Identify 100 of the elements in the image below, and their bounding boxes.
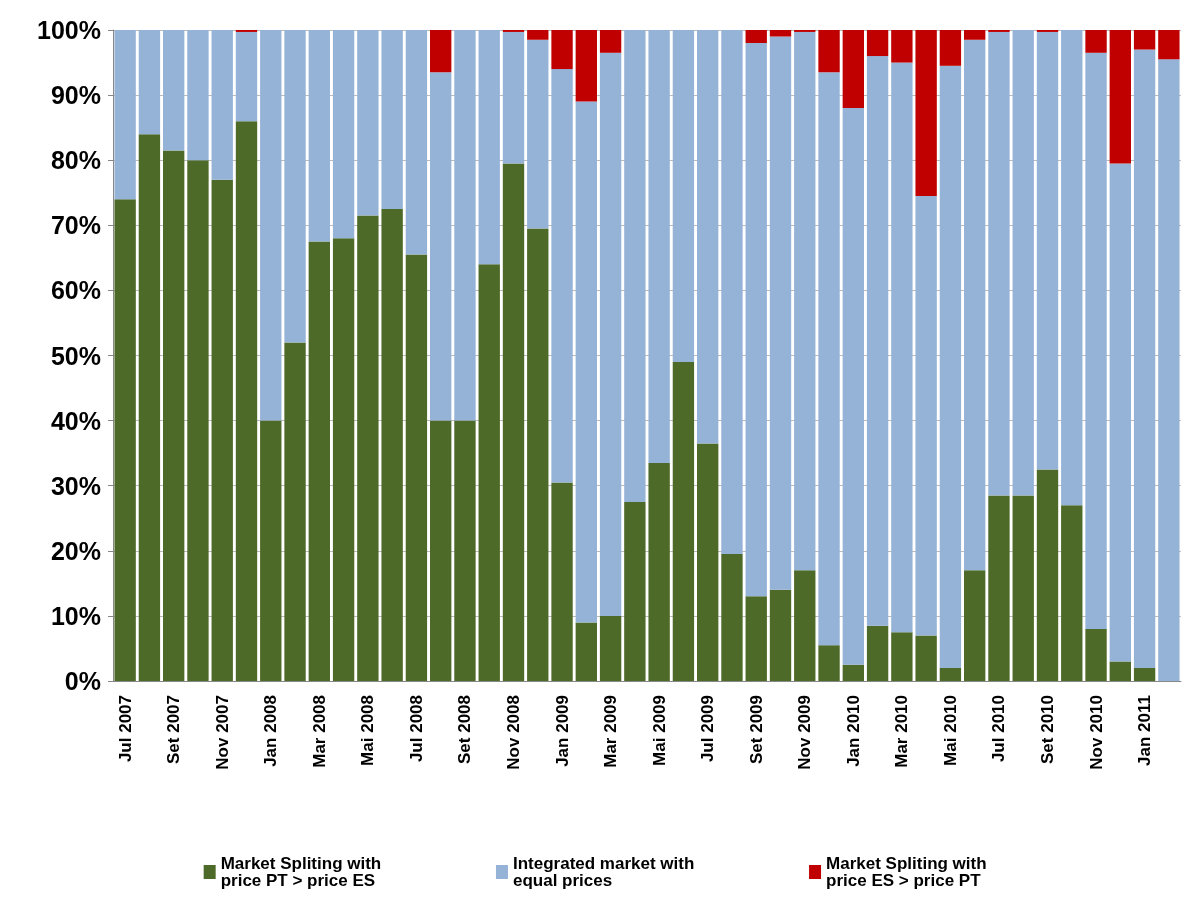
bar — [284, 342, 306, 681]
bar — [866, 625, 889, 681]
x-tick-label: Nov 2009 — [795, 695, 815, 770]
x-tick-label: Mai 2008 — [358, 695, 378, 766]
bar — [551, 69, 573, 483]
bar — [697, 443, 719, 681]
bar — [891, 632, 913, 681]
bar — [964, 30, 986, 40]
bar — [138, 30, 161, 135]
bar — [964, 39, 986, 571]
x-tick-label: Set 2010 — [1038, 695, 1057, 764]
bar — [551, 482, 573, 681]
x-tick-label: Mai 2010 — [940, 695, 960, 766]
x-tick-label: Mar 2010 — [892, 695, 912, 768]
bar — [915, 30, 937, 197]
bar — [478, 264, 500, 681]
x-tick-label: Set 2007 — [164, 695, 184, 764]
bar — [988, 495, 1010, 681]
bar — [1036, 31, 1059, 470]
bar — [575, 101, 597, 623]
y-tick-label: 90% — [50, 81, 101, 110]
bar — [260, 420, 282, 681]
bar — [648, 30, 670, 463]
bar — [187, 30, 209, 161]
y-tick-label: 60% — [50, 276, 101, 305]
bar — [454, 420, 476, 681]
bar — [745, 596, 767, 681]
bar — [260, 30, 282, 421]
bar — [405, 30, 428, 255]
y-tick-label: 30% — [50, 471, 101, 500]
x-tick-label: Mar 2009 — [601, 695, 621, 768]
y-tick-label: 40% — [50, 406, 101, 435]
bar — [138, 134, 161, 681]
bar — [769, 589, 792, 681]
y-tick-label: 70% — [50, 211, 101, 240]
bar — [842, 108, 864, 665]
bar — [1133, 49, 1156, 668]
bar — [721, 30, 743, 555]
bar — [769, 30, 792, 37]
x-tick-label: Mar 2008 — [309, 695, 329, 768]
bar — [842, 664, 864, 681]
bar — [915, 635, 937, 681]
bar — [1012, 30, 1034, 496]
bar — [939, 30, 962, 66]
x-tick-label: Jan 2011 — [1135, 695, 1155, 766]
bar — [284, 30, 306, 343]
bar — [211, 179, 233, 681]
bar — [1109, 661, 1131, 681]
y-tick-label: 80% — [50, 146, 101, 175]
bar — [163, 30, 185, 151]
legend-label: Market Spliting with price PT > price ES — [220, 854, 386, 890]
bar — [527, 30, 549, 40]
bar — [599, 30, 622, 53]
bar — [575, 30, 597, 102]
bar — [599, 615, 622, 681]
bar — [502, 31, 525, 164]
x-tick-label: Jul 2007 — [115, 695, 135, 763]
bar — [672, 30, 695, 363]
bar — [1061, 30, 1083, 506]
x-tick-label: Set 2009 — [746, 695, 766, 764]
y-tick-label: 0% — [64, 667, 101, 695]
bar — [430, 72, 452, 421]
bar — [794, 570, 816, 681]
x-tick-label: Jul 2010 — [989, 695, 1009, 763]
bar — [405, 254, 428, 681]
bar — [381, 30, 403, 210]
x-tick-label: Jul 2008 — [406, 695, 426, 763]
bar — [1085, 628, 1107, 681]
bar — [308, 30, 330, 242]
bar — [818, 645, 840, 681]
bar — [1036, 469, 1059, 681]
bar — [866, 30, 889, 57]
bar — [332, 30, 355, 239]
bar — [211, 30, 233, 180]
bar — [430, 420, 452, 681]
bar — [1158, 59, 1180, 681]
bar — [163, 150, 185, 681]
bar — [891, 62, 913, 633]
x-tick-label: Set 2008 — [455, 695, 475, 764]
bar — [599, 52, 622, 616]
bar — [308, 241, 330, 681]
bar — [624, 30, 646, 502]
x-tick-label: Jul 2009 — [698, 695, 718, 763]
bar — [842, 30, 864, 109]
x-tick-label: Nov 2010 — [1086, 695, 1106, 770]
bar — [332, 238, 355, 681]
x-tick-label: Nov 2007 — [212, 695, 232, 770]
bar — [964, 570, 986, 681]
bar — [745, 43, 767, 597]
bar — [381, 209, 403, 681]
bar — [818, 72, 840, 646]
bar — [745, 30, 767, 44]
bar — [988, 31, 1010, 496]
legend-label: Integrated market with equal prices — [512, 854, 700, 890]
bar — [939, 65, 962, 668]
y-tick-label: 20% — [50, 536, 101, 565]
bar — [114, 199, 136, 681]
y-tick-label: 100% — [37, 16, 101, 44]
x-tick-label: Mai 2009 — [649, 695, 669, 766]
bar — [527, 228, 549, 681]
